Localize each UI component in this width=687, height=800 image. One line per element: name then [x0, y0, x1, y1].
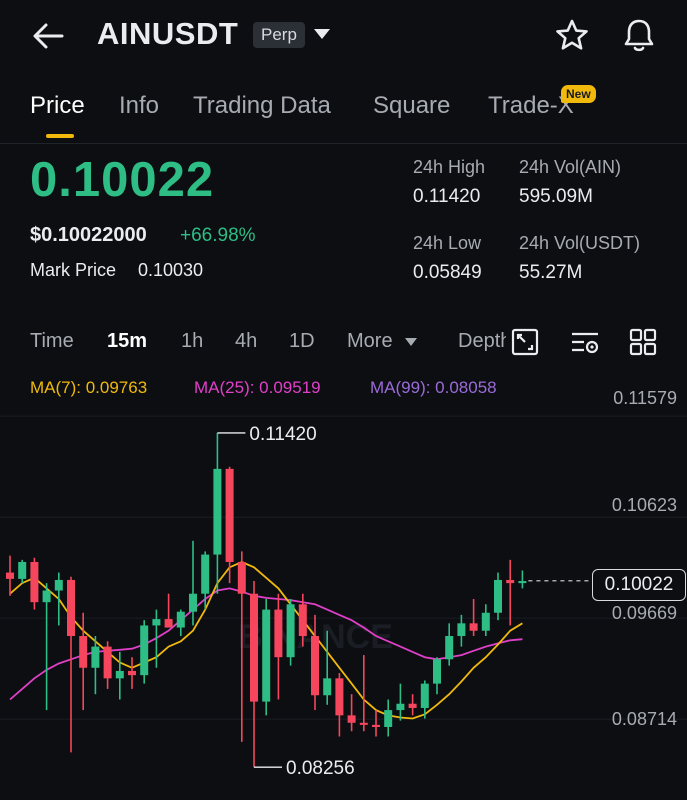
candle-body [469, 623, 478, 631]
stat-vol-quote-label: 24h Vol(USDT) [519, 233, 641, 253]
stat-vol-base-value: 595.09M [519, 186, 593, 207]
ma99-label: MA(99): 0.08058 [370, 378, 497, 397]
candle-body [213, 468, 222, 555]
candle-body [457, 623, 466, 637]
candle-body [445, 636, 454, 660]
divider [0, 143, 687, 144]
interval-depth[interactable]: Depth [458, 330, 506, 352]
bell-icon[interactable] [619, 15, 659, 55]
interval-4h[interactable]: 4h [235, 330, 258, 352]
candle-body [518, 581, 527, 584]
price-axis-tick: 0.08714 [611, 709, 677, 729]
candle-body [420, 683, 429, 708]
contract-type-badge: Perp [253, 22, 305, 48]
stat-high-value: 0.11420 [413, 186, 481, 207]
tab-info[interactable]: Info [119, 92, 160, 119]
price-axis-tick: 0.09669 [611, 603, 677, 623]
candle-body [372, 724, 380, 728]
candle-body [323, 678, 332, 696]
stat-vol-base-label: 24h Vol(AIN) [519, 157, 622, 177]
candle-body [262, 609, 271, 702]
more-chevron-icon[interactable] [405, 338, 417, 346]
mark-price-value: 0.10030 [138, 260, 204, 280]
tab-bar: Price Info Trading Data Square Trade-X [0, 82, 687, 142]
interval-1d[interactable]: 1D [289, 330, 315, 352]
candle-body [506, 579, 515, 584]
candle-body [396, 703, 405, 711]
price-axis-tick: 0.10623 [611, 495, 677, 515]
candle-body [481, 612, 490, 631]
candle-body [237, 561, 246, 594]
ma25-line [9, 587, 523, 701]
candle-body [286, 604, 295, 658]
candle-body [225, 468, 234, 562]
candle-body [250, 593, 258, 702]
stat-high-label: 24h High [413, 157, 486, 177]
candle-body [408, 703, 417, 708]
candle-body [274, 609, 283, 658]
interval-time[interactable]: Time [30, 330, 74, 352]
price-axis-tick: 0.11579 [613, 388, 677, 408]
high-annotation: 0.11420 [249, 424, 316, 445]
candle-body [384, 710, 393, 728]
usd-price: $0.10022000 [30, 224, 147, 246]
interval-1h[interactable]: 1h [181, 330, 204, 352]
chevron-down-icon[interactable] [314, 29, 330, 39]
stat-low-value: 0.05849 [413, 262, 482, 283]
candle-body [140, 625, 149, 676]
tab-trading-data[interactable]: Trading Data [193, 92, 331, 119]
symbol-title[interactable]: AINUSDT [97, 16, 239, 51]
candle-body [433, 659, 441, 684]
fullscreen-icon[interactable] [509, 326, 541, 358]
interval-more[interactable]: More [347, 330, 393, 352]
candle-body [335, 678, 344, 716]
candle-body [189, 593, 197, 612]
indicator-settings-icon[interactable] [569, 326, 601, 358]
grid-layout-icon[interactable] [627, 326, 659, 358]
interval-15m[interactable]: 15m [107, 330, 148, 352]
last-price: 0.10022 [30, 153, 215, 207]
candle-body [115, 670, 124, 679]
candle-body [152, 619, 161, 626]
candle-body [128, 670, 136, 676]
active-tab-indicator [46, 134, 74, 138]
stat-vol-quote-value: 55.27M [519, 262, 583, 283]
tab-square[interactable]: Square [373, 92, 451, 119]
candle-body [79, 636, 88, 668]
candle-body [91, 646, 100, 668]
candle-body [67, 579, 75, 637]
star-icon[interactable] [552, 16, 592, 56]
candle-body [201, 554, 210, 594]
back-arrow-icon[interactable] [28, 18, 68, 54]
candle-body [494, 579, 502, 613]
new-badge: New [561, 85, 596, 103]
candle-body [18, 561, 27, 579]
candle-body [42, 590, 51, 603]
watermark: BINANCE [238, 618, 393, 656]
tab-price[interactable]: Price [30, 92, 85, 119]
candle-body [347, 715, 356, 723]
current-price-tag: 0.10022 [592, 569, 686, 601]
stat-low-label: 24h Low [413, 233, 482, 253]
candle-body [359, 722, 368, 725]
mark-price-label: Mark Price [30, 260, 117, 280]
candle-body [176, 611, 185, 628]
ma7-line [9, 561, 523, 720]
candle-body [6, 572, 14, 579]
ma25-label: MA(25): 0.09519 [194, 378, 321, 397]
candle-body [54, 579, 63, 591]
candle-body [164, 619, 173, 628]
low-annotation: 0.08256 [286, 758, 355, 779]
top-bar: AINUSDT Perp [0, 0, 687, 72]
price-change-percent: +66.98% [180, 225, 256, 246]
ma7-label: MA(7): 0.09763 [30, 378, 148, 397]
candle-body [298, 604, 307, 637]
candle-body [311, 636, 319, 696]
tab-trade-x[interactable]: Trade-X [488, 92, 574, 119]
candle-body [103, 646, 112, 679]
interval-bar: Time 15m 1h 4h 1D More Depth [0, 318, 687, 362]
candle-body [30, 561, 39, 603]
